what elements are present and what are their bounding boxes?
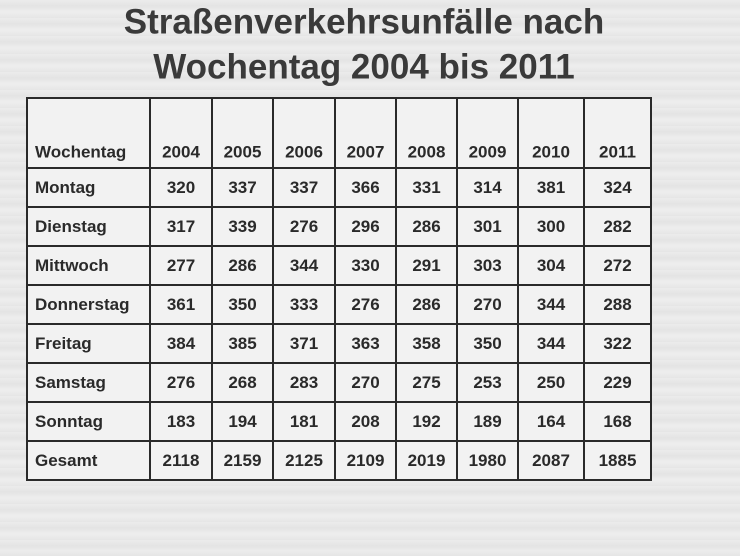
cell-text: 366 <box>351 178 379 197</box>
cell-text: Samstag <box>35 373 106 392</box>
cell-text: 286 <box>412 217 440 236</box>
cell-text: 286 <box>412 295 440 314</box>
cell-text: 350 <box>228 295 256 314</box>
cell-text: 1980 <box>469 451 507 470</box>
cell-text: 229 <box>603 373 631 392</box>
cell-text: 250 <box>537 373 565 392</box>
cell-text: 2009 <box>469 142 507 161</box>
cell-text: 283 <box>290 373 318 392</box>
cell-text: 371 <box>290 334 318 353</box>
cell-text: Donnerstag <box>35 295 129 314</box>
cell-text: 268 <box>228 373 256 392</box>
cell-text: 183 <box>167 412 195 431</box>
cell-text: 2087 <box>532 451 570 470</box>
cell-text: 270 <box>473 295 501 314</box>
cell-text: 350 <box>473 334 501 353</box>
cell-text: 2118 <box>163 451 200 470</box>
cell-text: 317 <box>167 217 195 236</box>
cell-text: 168 <box>603 412 631 431</box>
cell-text: Montag <box>35 178 95 197</box>
cell-text: Dienstag <box>35 217 107 236</box>
cell-text: 303 <box>473 256 501 275</box>
cell-text: 385 <box>228 334 256 353</box>
cell-text: 2019 <box>408 451 446 470</box>
cell-text: 331 <box>412 178 440 197</box>
cell-text: 337 <box>228 178 256 197</box>
cell-text: 304 <box>537 256 566 275</box>
cell-text: 2010 <box>532 142 570 161</box>
cell-text: 344 <box>537 334 566 353</box>
cell-text: 2125 <box>285 451 323 470</box>
cell-text: 181 <box>290 412 318 431</box>
cell-text: 208 <box>351 412 379 431</box>
cell-text: 277 <box>167 256 195 275</box>
cell-text: 296 <box>351 217 379 236</box>
cell-text: Freitag <box>35 334 92 353</box>
cell-text: 320 <box>167 178 195 197</box>
cell-text: 337 <box>290 178 318 197</box>
cell-text: 272 <box>603 256 631 275</box>
cell-text: 1885 <box>599 451 637 470</box>
cell-text: 2005 <box>224 142 262 161</box>
cell-text: 192 <box>412 412 440 431</box>
cell-text: 276 <box>351 295 379 314</box>
cell-text: 270 <box>351 373 379 392</box>
cell-text: 314 <box>473 178 502 197</box>
cell-text: 276 <box>167 373 195 392</box>
cell-text: 2006 <box>285 142 323 161</box>
cell-text: 2109 <box>347 451 385 470</box>
cell-text: Sonntag <box>35 412 103 431</box>
cell-text: 288 <box>603 295 631 314</box>
cell-text: 282 <box>603 217 631 236</box>
cell-text: Wochentag <box>35 142 126 161</box>
cell-text: 300 <box>537 217 565 236</box>
cell-text: 361 <box>167 295 195 314</box>
title-line: Wochentag 2004 bis 2011 <box>153 47 575 86</box>
cell-text: Gesamt <box>35 451 98 470</box>
cell-text: 333 <box>290 295 318 314</box>
cell-text: 339 <box>228 217 256 236</box>
cell-text: 2004 <box>162 142 200 161</box>
cell-text: 276 <box>290 217 318 236</box>
cell-text: 275 <box>412 373 440 392</box>
cell-text: 2159 <box>224 451 262 470</box>
cell-text: 2011 <box>599 142 636 161</box>
cell-text: 324 <box>603 178 632 197</box>
cell-text: 301 <box>473 217 501 236</box>
cell-text: 164 <box>537 412 566 431</box>
table-frame <box>26 97 652 481</box>
cell-text: 358 <box>412 334 440 353</box>
cell-text: 381 <box>537 178 565 197</box>
cell-text: 253 <box>473 373 501 392</box>
cell-text: 194 <box>228 412 257 431</box>
cell-text: 344 <box>290 256 319 275</box>
cell-text: 2008 <box>408 142 446 161</box>
title-line: Straßenverkehrsunfälle nach <box>124 2 604 41</box>
cell-text: 286 <box>228 256 256 275</box>
cell-text: 322 <box>603 334 631 353</box>
cell-text: 2007 <box>347 142 385 161</box>
cell-text: 189 <box>473 412 501 431</box>
cell-text: 363 <box>351 334 379 353</box>
cell-text: Mittwoch <box>35 256 109 275</box>
cell-text: 344 <box>537 295 566 314</box>
cell-text: 291 <box>412 256 440 275</box>
cell-text: 384 <box>167 334 196 353</box>
cell-text: 330 <box>351 256 379 275</box>
